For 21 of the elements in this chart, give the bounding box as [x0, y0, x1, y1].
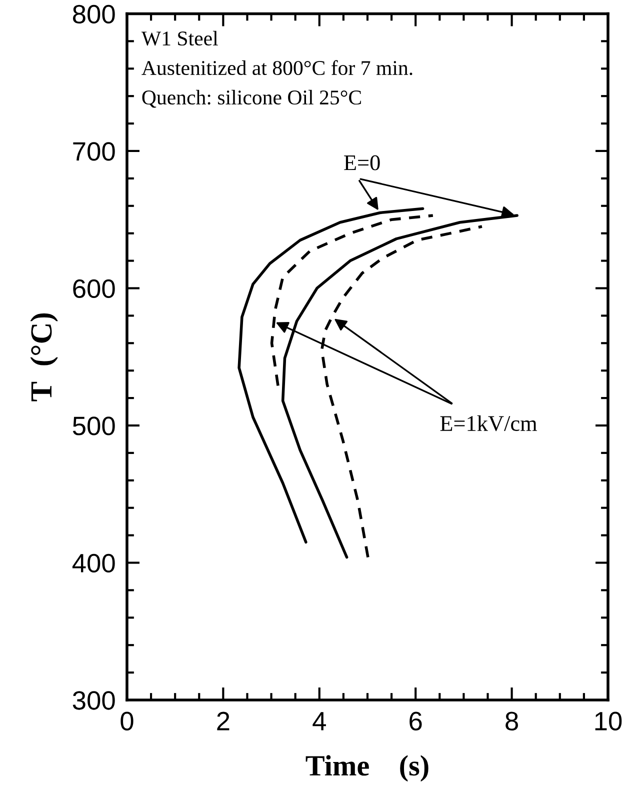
annotation: Quench: silicone Oil 25°C — [142, 90, 361, 108]
y-tick-label: 500 — [72, 416, 115, 436]
y-tick-label: 700 — [73, 142, 115, 161]
x-tick-label: 0 — [120, 712, 134, 730]
y-axis-title: T (°C) — [30, 313, 58, 402]
annotation: Austenitized at 800°C for 7 min. — [142, 60, 412, 76]
x-tick-label: 8 — [506, 712, 518, 730]
y-tick-label: 400 — [72, 554, 115, 573]
x-tick-label: 4 — [312, 712, 326, 730]
annotation: E=1kV/cm — [440, 415, 537, 432]
y-tick-label: 300 — [72, 691, 115, 710]
x-tick-label: 6 — [410, 712, 422, 730]
y-tick-label: 800 — [72, 4, 115, 24]
x-axis-title: Time (s) — [306, 755, 428, 782]
annotation: W1 Steel — [141, 30, 218, 46]
line-series — [238, 207, 424, 544]
x-tick-label: 10 — [595, 712, 622, 730]
line-series — [270, 214, 434, 388]
x-tick-label: 2 — [217, 712, 230, 730]
annotation: E=0 — [344, 155, 380, 170]
y-tick-label: 600 — [73, 279, 115, 298]
